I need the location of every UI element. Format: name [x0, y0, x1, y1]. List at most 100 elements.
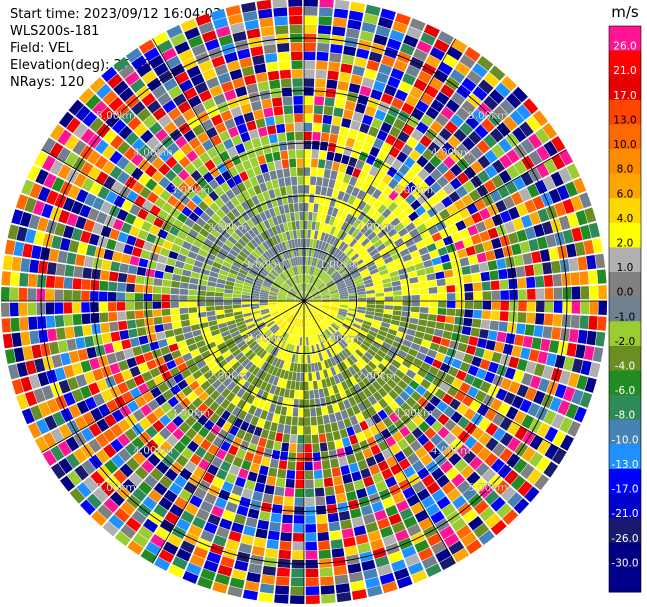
- velocity-cell: [324, 97, 335, 107]
- velocity-cell: [343, 233, 351, 243]
- velocity-cell: [330, 246, 338, 256]
- velocity-cell: [253, 537, 267, 548]
- velocity-cell: [570, 272, 580, 286]
- velocity-cell: [304, 363, 308, 373]
- velocity-cell: [598, 285, 607, 300]
- velocity-cell: [306, 238, 311, 248]
- velocity-cell: [231, 568, 247, 580]
- velocity-cell: [462, 450, 477, 464]
- velocity-cell: [294, 327, 299, 336]
- velocity-cell: [477, 155, 491, 169]
- velocity-cell: [597, 316, 607, 331]
- velocity-cell: [588, 222, 600, 238]
- velocity-cell: [313, 301, 322, 304]
- velocity-cell: [400, 344, 410, 353]
- velocity-cell: [419, 313, 429, 320]
- velocity-cell: [314, 315, 320, 324]
- velocity-cell: [499, 234, 511, 247]
- velocity-cell: [343, 536, 356, 548]
- velocity-cell: [525, 361, 537, 374]
- velocity-cell: [304, 297, 313, 301]
- velocity-cell: [535, 288, 545, 300]
- velocity-cell: [315, 185, 322, 195]
- velocity-cell: [338, 310, 348, 315]
- velocity-cell: [347, 195, 356, 205]
- velocity-cell: [403, 515, 418, 529]
- velocity-cell: [379, 325, 389, 333]
- velocity-cell: [411, 294, 420, 301]
- velocity-cell: [424, 218, 435, 229]
- velocity-cell: [426, 481, 441, 495]
- velocity-cell: [310, 363, 316, 372]
- velocity-cell: [335, 263, 344, 271]
- velocity-cell: [292, 335, 297, 345]
- velocity-cell: [461, 265, 472, 275]
- velocity-cell: [335, 278, 344, 285]
- velocity-cell: [417, 275, 428, 283]
- velocity-cell: [300, 363, 304, 373]
- velocity-cell: [356, 332, 366, 340]
- velocity-cell: [414, 262, 425, 271]
- colorbar-tick-label: 4.0: [617, 213, 634, 225]
- velocity-cell: [535, 301, 545, 313]
- velocity-cell: [535, 313, 545, 325]
- velocity-cell: [421, 339, 432, 349]
- velocity-cell: [315, 334, 320, 344]
- velocity-cell: [357, 370, 366, 380]
- velocity-cell: [337, 80, 349, 92]
- velocity-cell: [533, 325, 544, 338]
- velocity-cell: [461, 137, 476, 151]
- velocity-cell: [280, 406, 288, 416]
- velocity-cell: [304, 87, 314, 96]
- velocity-cell: [420, 453, 433, 467]
- velocity-cell: [336, 89, 348, 100]
- velocity-cell: [401, 359, 413, 369]
- velocity-cell: [313, 297, 322, 300]
- velocity-cell: [305, 479, 314, 489]
- velocity-cell: [455, 370, 467, 381]
- velocity-cell: [317, 240, 323, 250]
- velocity-cell: [368, 492, 381, 505]
- velocity-cell: [357, 542, 371, 554]
- velocity-cell: [304, 426, 311, 435]
- velocity-cell: [377, 329, 388, 337]
- velocity-cell: [362, 162, 372, 174]
- velocity-cell: [499, 210, 512, 223]
- velocity-cell: [485, 250, 496, 261]
- velocity-cell: [313, 316, 319, 325]
- velocity-cell: [323, 106, 334, 116]
- velocity-cell: [294, 390, 300, 399]
- velocity-cell: [416, 40, 432, 54]
- velocity-cell: [369, 146, 380, 158]
- velocity-cell: [375, 292, 385, 297]
- velocity-cell: [440, 106, 455, 120]
- velocity-cell: [274, 404, 282, 415]
- velocity-cell: [326, 79, 338, 90]
- velocity-cell: [357, 303, 367, 308]
- velocity-cell: [565, 403, 579, 419]
- velocity-cell: [315, 78, 326, 88]
- velocity-cell: [542, 122, 558, 140]
- velocity-cell: [311, 290, 319, 296]
- velocity-cell: [503, 116, 518, 132]
- velocity-cell: [443, 432, 457, 446]
- velocity-cell: [535, 128, 550, 144]
- velocity-cell: [304, 292, 307, 301]
- velocity-cell: [384, 84, 397, 97]
- velocity-cell: [397, 438, 409, 450]
- velocity-cell: [344, 259, 353, 267]
- velocity-cell: [499, 354, 511, 366]
- velocity-cell: [412, 402, 424, 414]
- velocity-cell: [528, 150, 543, 166]
- velocity-cell: [464, 46, 481, 62]
- velocity-cell: [531, 250, 542, 264]
- velocity-cell: [363, 476, 375, 488]
- velocity-cell: [522, 98, 539, 115]
- velocity-cell: [579, 224, 592, 240]
- velocity-cell: [332, 26, 346, 37]
- velocity-cell: [507, 232, 519, 245]
- velocity-cell: [543, 158, 558, 174]
- velocity-cell: [370, 235, 380, 245]
- velocity-cell: [372, 391, 383, 402]
- velocity-cell: [310, 407, 317, 417]
